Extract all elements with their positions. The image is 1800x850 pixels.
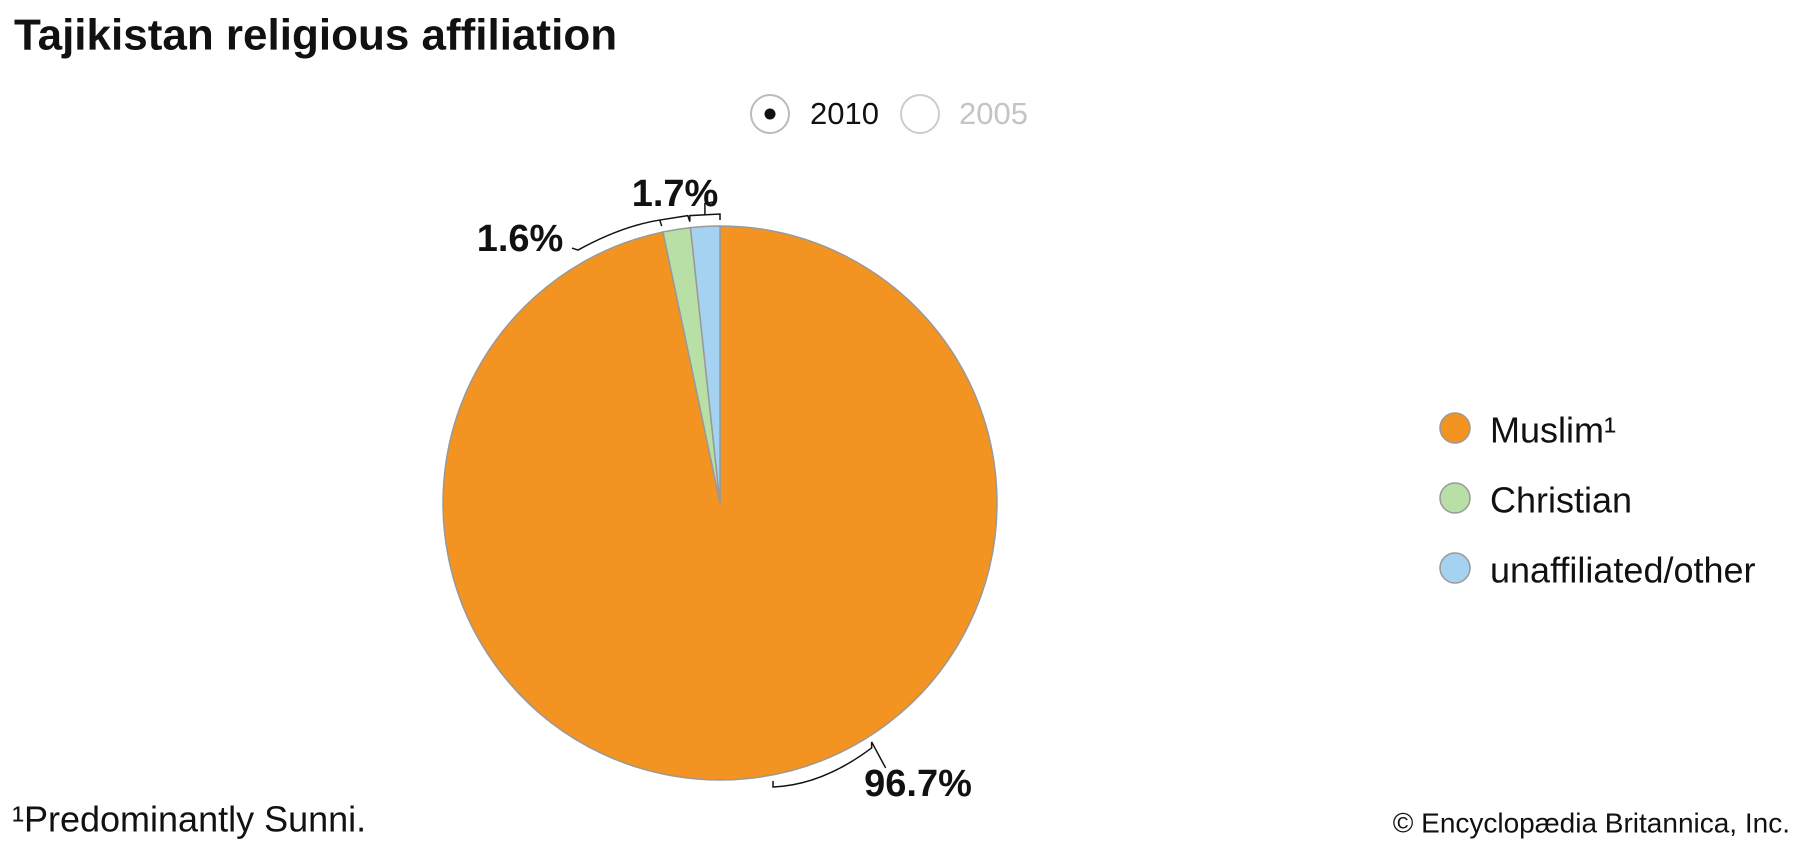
chart-title: Tajikistan religious affiliation <box>14 11 617 60</box>
radio-label[interactable]: 2005 <box>959 96 1028 131</box>
data-label: 96.7% <box>864 763 972 805</box>
data-label: 1.7% <box>632 173 719 215</box>
leader-line <box>772 741 887 788</box>
leader-line <box>689 200 721 222</box>
legend-label: Muslim¹ <box>1490 410 1616 451</box>
legend-swatch <box>1439 412 1471 444</box>
year-toggle: 2010 2005 <box>750 94 1028 134</box>
legend-swatch <box>1439 482 1471 514</box>
pie-slice <box>689 225 721 504</box>
credit: © Encyclopædia Britannica, Inc. <box>1393 807 1790 838</box>
radio-unselected[interactable] <box>900 94 940 134</box>
legend-swatch <box>1439 552 1471 584</box>
legend-label: Christian <box>1490 480 1632 521</box>
legend-label: unaffiliated/other <box>1490 550 1756 591</box>
leader-line <box>571 214 691 251</box>
footnote: ¹Predominantly Sunni. <box>12 799 366 840</box>
radio-dot <box>764 108 776 120</box>
radio-label[interactable]: 2010 <box>810 96 879 131</box>
data-label: 1.6% <box>477 218 564 260</box>
